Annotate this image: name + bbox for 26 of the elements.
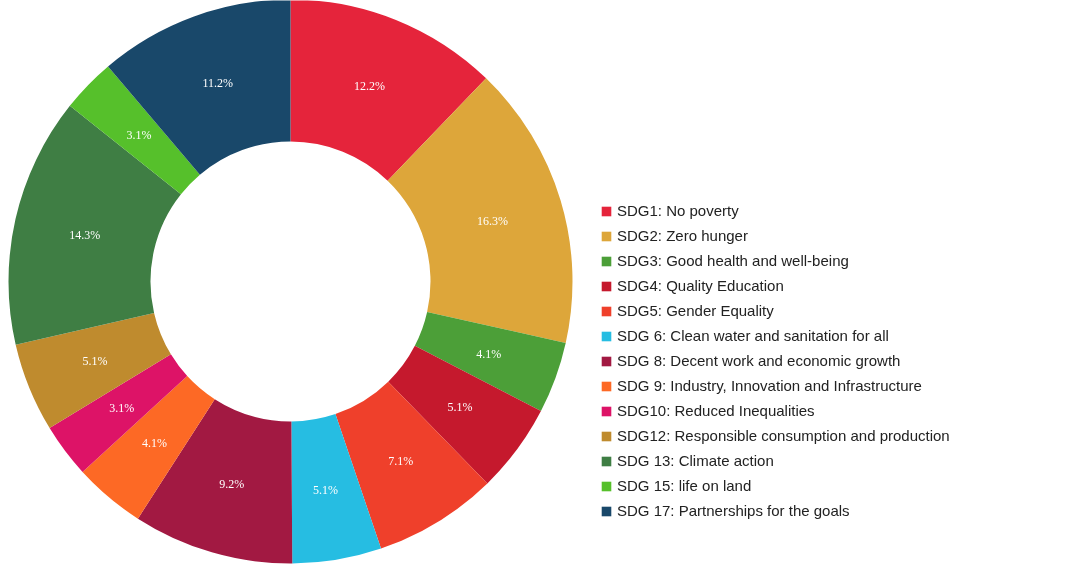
data-label: 3.1% xyxy=(109,401,135,416)
data-label: 5.1% xyxy=(82,354,108,369)
legend-label: SDG12: Responsible consumption and production xyxy=(617,427,950,444)
data-label: 3.1% xyxy=(126,127,152,142)
data-label: 12.2% xyxy=(353,78,385,93)
legend-label: SDG3: Good health and well-being xyxy=(617,252,849,269)
data-label: 5.1% xyxy=(312,482,338,497)
data-label: 16.3% xyxy=(477,213,509,228)
legend-label: SDG 17: Partnerships for the goals xyxy=(617,502,850,519)
data-label: 14.3% xyxy=(69,227,101,242)
legend-label: SDG 9: Industry, Innovation and Infrastructure xyxy=(617,377,922,394)
data-label: 4.1% xyxy=(141,435,167,450)
legend-label: SDG 15: life on land xyxy=(617,477,752,494)
legend-label: SDG1: No poverty xyxy=(617,202,739,219)
data-label: 4.1% xyxy=(476,346,502,361)
data-label: 5.1% xyxy=(447,400,473,415)
legend-label: SDG 8: Decent work and economic growth xyxy=(617,352,901,369)
data-label: 11.2% xyxy=(202,76,234,91)
data-label: 9.2% xyxy=(219,477,245,492)
data-label: 7.1% xyxy=(388,454,414,469)
legend-label: SDG 6: Clean water and sanitation for all xyxy=(617,327,889,344)
legend-label: SDG4: Quality Education xyxy=(617,277,784,294)
legend-label: SDG5: Gender Equality xyxy=(617,302,774,319)
legend-label: SDG 13: Climate action xyxy=(617,452,774,469)
legend-label: SDG2: Zero hunger xyxy=(617,227,748,244)
legend-label: SDG10: Reduced Inequalities xyxy=(617,402,815,419)
